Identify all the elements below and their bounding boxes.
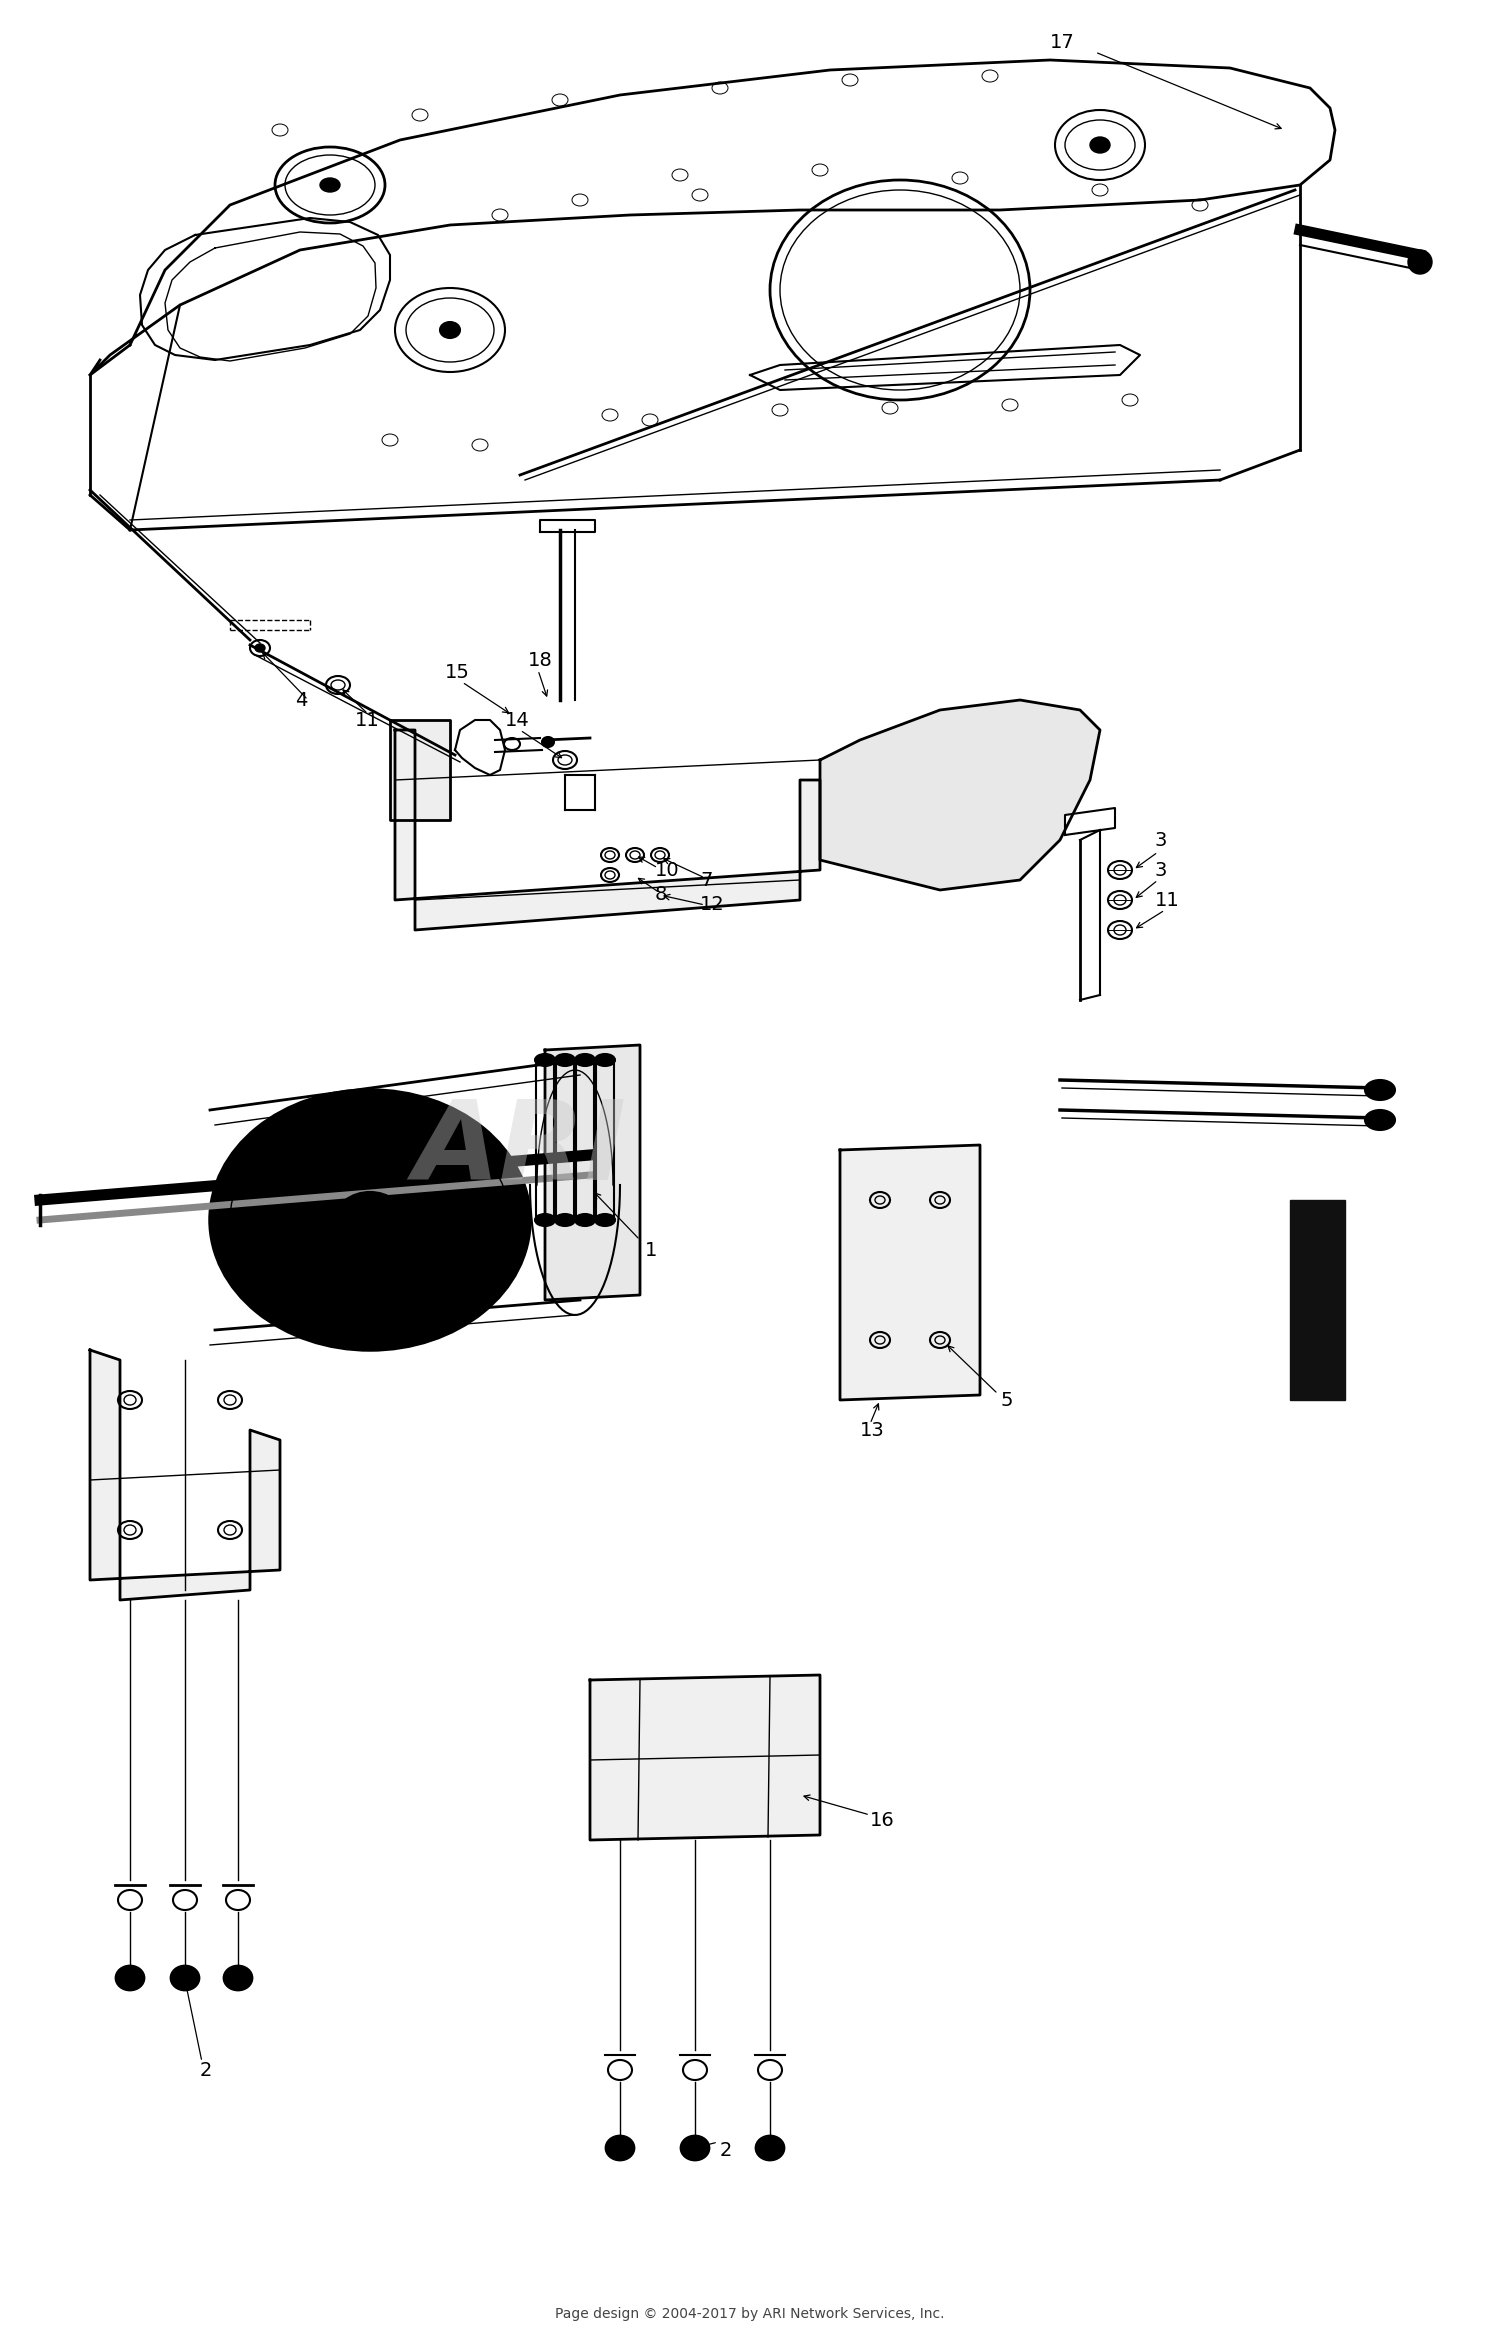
Text: 8: 8	[656, 886, 668, 904]
Text: Page design © 2004-2017 by ARI Network Services, Inc.: Page design © 2004-2017 by ARI Network S…	[555, 2307, 945, 2321]
Text: 10: 10	[656, 860, 680, 879]
Text: 18: 18	[528, 651, 552, 669]
Ellipse shape	[536, 1055, 555, 1066]
Polygon shape	[544, 1045, 640, 1299]
Text: 13: 13	[859, 1421, 885, 1440]
Text: ARI: ARI	[414, 1097, 627, 1203]
Text: 2: 2	[200, 2060, 213, 2079]
Ellipse shape	[555, 1214, 574, 1226]
Ellipse shape	[542, 738, 554, 747]
Ellipse shape	[606, 2135, 634, 2161]
Ellipse shape	[320, 179, 340, 193]
Ellipse shape	[210, 1090, 530, 1351]
Ellipse shape	[255, 644, 266, 653]
Ellipse shape	[574, 1055, 596, 1066]
Text: 3: 3	[1155, 832, 1167, 850]
Polygon shape	[821, 700, 1100, 890]
Ellipse shape	[596, 1055, 615, 1066]
Polygon shape	[390, 721, 450, 820]
Ellipse shape	[681, 2135, 710, 2161]
Ellipse shape	[596, 1214, 615, 1226]
Polygon shape	[540, 519, 596, 531]
Polygon shape	[90, 1351, 280, 1600]
Polygon shape	[840, 1144, 980, 1400]
Text: 14: 14	[506, 709, 530, 731]
Ellipse shape	[334, 1191, 405, 1247]
Polygon shape	[590, 1675, 820, 1839]
Ellipse shape	[116, 1966, 144, 1990]
Text: 3: 3	[1155, 860, 1167, 879]
Ellipse shape	[574, 1214, 596, 1226]
Ellipse shape	[1408, 249, 1432, 275]
Text: 15: 15	[446, 662, 470, 681]
Ellipse shape	[171, 1966, 200, 1990]
Ellipse shape	[1365, 1081, 1395, 1099]
Text: 12: 12	[700, 895, 724, 914]
Text: 11: 11	[356, 709, 380, 731]
Ellipse shape	[224, 1966, 252, 1990]
Text: 16: 16	[870, 1811, 894, 1830]
Text: 17: 17	[1050, 33, 1074, 52]
Text: 1: 1	[645, 1240, 657, 1259]
Text: 11: 11	[1155, 890, 1179, 909]
Polygon shape	[1065, 808, 1114, 834]
Text: 5: 5	[1000, 1391, 1012, 1409]
Polygon shape	[394, 731, 820, 930]
Ellipse shape	[536, 1214, 555, 1226]
Bar	[1290, 1200, 1346, 1400]
Text: 4: 4	[296, 691, 307, 709]
Text: 2: 2	[720, 2140, 732, 2159]
Ellipse shape	[440, 322, 460, 338]
Ellipse shape	[1090, 136, 1110, 153]
Ellipse shape	[1365, 1111, 1395, 1130]
Text: 7: 7	[700, 871, 712, 890]
Ellipse shape	[756, 2135, 784, 2161]
Ellipse shape	[555, 1055, 574, 1066]
